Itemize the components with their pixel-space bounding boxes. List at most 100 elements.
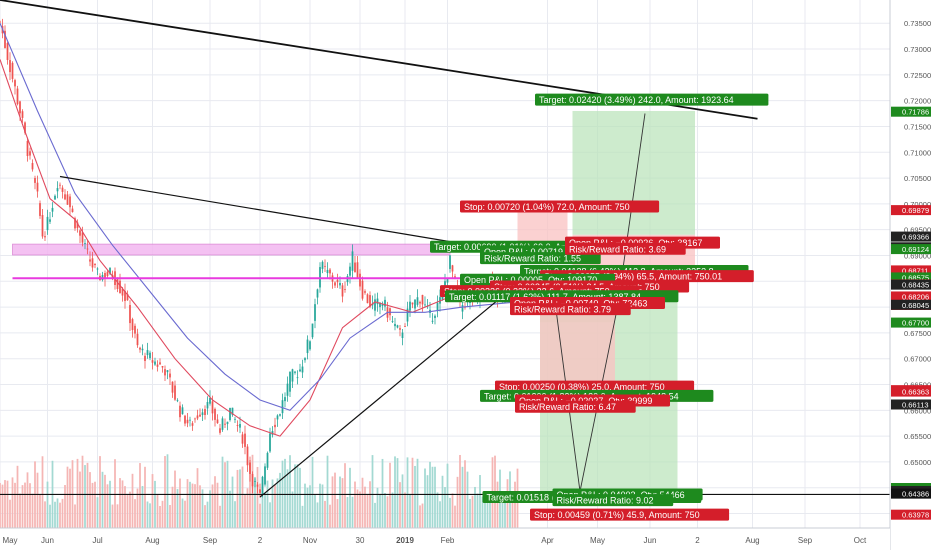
volume-bar <box>66 466 69 528</box>
volume-bar <box>401 474 404 528</box>
candle <box>416 297 419 305</box>
volume-bar <box>349 467 351 528</box>
candle <box>21 111 24 118</box>
candle <box>199 414 201 417</box>
candle <box>194 418 196 420</box>
candle <box>159 362 161 365</box>
volume-bar <box>356 489 359 528</box>
volume-bar <box>149 503 151 528</box>
volume-bar <box>206 501 209 528</box>
label-text: Stop: 0.00459 (0.71%) 45.9, Amount: 750 <box>534 510 700 520</box>
time-tick-label: Aug <box>745 536 759 545</box>
candle <box>116 279 119 289</box>
candle <box>409 301 411 311</box>
candle <box>36 182 39 192</box>
volume-bar <box>174 470 176 528</box>
candle <box>174 385 176 400</box>
candle <box>219 428 221 433</box>
candle <box>126 293 129 301</box>
volume-bar <box>114 459 116 528</box>
target-zone <box>572 110 695 235</box>
price-tick-label: 0.65500 <box>904 432 931 441</box>
volume-bar <box>454 505 456 528</box>
position-label: Risk/Reward Ratio: 1.55 <box>480 252 601 265</box>
volume-bar <box>461 466 464 528</box>
volume-bar <box>196 468 199 528</box>
volume-bar <box>279 472 281 528</box>
volume-bar <box>446 463 449 528</box>
volume-bar <box>286 469 289 528</box>
volume-bar <box>419 505 421 528</box>
volume-bar <box>194 484 196 528</box>
candle <box>209 397 211 404</box>
volume-bar <box>166 454 169 528</box>
price-badge-label: 0.68575 <box>902 273 929 282</box>
resistance-zone <box>12 243 451 256</box>
position-label: Risk/Reward Ratio: 6.47 <box>515 400 636 413</box>
candle <box>246 446 249 466</box>
volume-bar <box>371 455 374 528</box>
volume-bar <box>111 504 114 528</box>
candle <box>156 364 159 367</box>
price-tick-label: 0.71500 <box>904 122 931 131</box>
volume-bar <box>199 485 201 528</box>
candle <box>294 371 296 373</box>
volume-bar <box>39 494 41 528</box>
candle <box>259 489 261 493</box>
volume-bar <box>56 498 59 528</box>
candle <box>419 301 421 304</box>
candle <box>364 291 366 293</box>
time-axis[interactable]: May Jun Jul Aug Sep 2 Nov 30 2019 Feb Apr May Jun 2 Au… <box>0 527 890 550</box>
candle <box>124 290 126 301</box>
volume-bar <box>496 481 499 528</box>
time-tick-label: May <box>2 536 17 545</box>
candle <box>169 373 171 378</box>
volume-bar <box>76 458 79 528</box>
candle <box>369 295 371 307</box>
price-tick-label: 0.73500 <box>904 19 931 28</box>
volume-bar <box>414 465 416 528</box>
time-tick-label: Sep <box>798 536 813 545</box>
candle <box>394 323 396 327</box>
volume-bar <box>406 457 409 528</box>
volume-bar <box>164 456 166 528</box>
position-label: Target: 0.02420 (3.49%) 242.0, Amount: 1… <box>535 93 769 106</box>
volume-bar <box>284 458 286 528</box>
volume-bar <box>324 500 326 528</box>
candle <box>106 271 109 277</box>
candle <box>261 476 264 494</box>
label-box <box>535 93 769 106</box>
price-badge-label: 0.69366 <box>902 233 929 242</box>
candle <box>291 369 294 382</box>
candle <box>306 339 309 354</box>
position-label: Risk/Reward Ratio: 9.02 <box>552 494 674 507</box>
candle <box>244 433 246 447</box>
volume-bar <box>0 482 1 528</box>
volume-bar <box>169 504 171 528</box>
volume-bar <box>84 465 86 528</box>
price-axis[interactable]: 0.73500 0.73000 0.72500 0.72000 0.71500 0.710… <box>889 0 932 550</box>
candle <box>129 305 131 324</box>
price-badge <box>891 244 931 255</box>
candle <box>54 195 56 200</box>
candle <box>299 369 301 372</box>
price-tick-label: 0.72500 <box>904 71 931 80</box>
price-badge <box>891 299 931 310</box>
candle <box>274 424 276 428</box>
volume-bar <box>331 476 334 528</box>
volume-bar <box>176 489 179 528</box>
candle <box>161 365 164 368</box>
volume-bar <box>19 493 21 528</box>
position-label: Stop: 0.00459 (0.71%) 45.9, Amount: 750 <box>530 508 730 521</box>
volume-bar <box>99 456 101 528</box>
candle <box>321 261 324 269</box>
volume-bar <box>204 505 206 528</box>
volume-bar <box>161 500 164 528</box>
label-box <box>552 494 674 507</box>
volume-bar <box>81 455 84 528</box>
candle <box>404 326 406 327</box>
volume-bar <box>16 465 19 528</box>
price-badge <box>891 279 931 290</box>
candle <box>329 269 331 274</box>
